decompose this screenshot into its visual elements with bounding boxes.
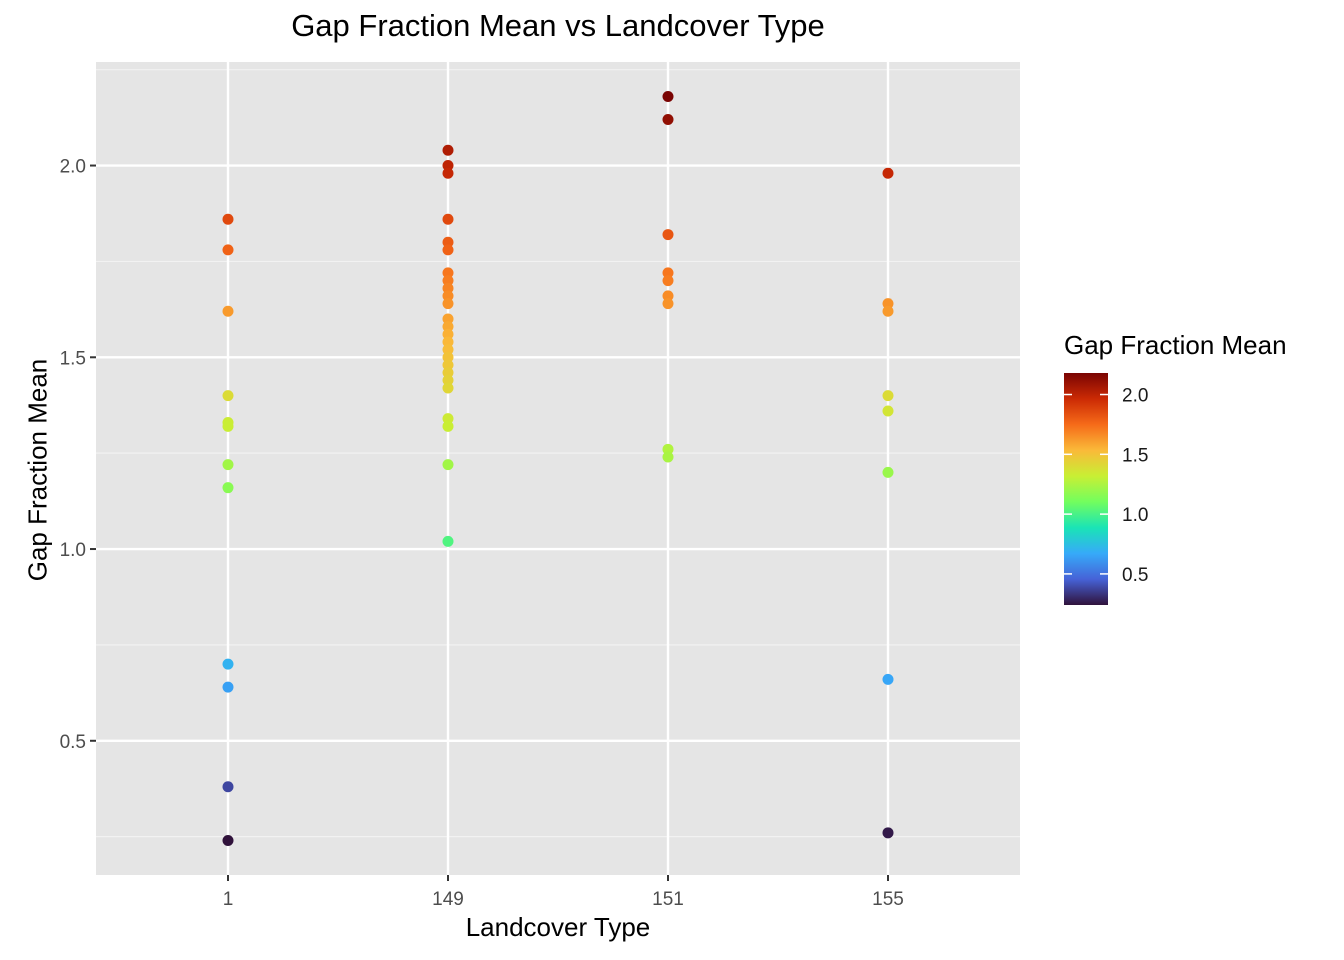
colorbar-tick-label: 0.5 (1122, 565, 1148, 586)
data-point (662, 114, 674, 126)
colorbar-tick-label: 2.0 (1122, 386, 1148, 407)
data-point (442, 313, 454, 325)
colorbar-tick-label: 1.5 (1122, 445, 1148, 466)
y-tick-label: 0.5 (60, 732, 86, 753)
data-point (222, 420, 234, 432)
plot-panel (96, 62, 1020, 875)
chart-title: Gap Fraction Mean vs Landcover Type (291, 8, 825, 43)
data-point (442, 359, 454, 371)
data-point (442, 160, 454, 172)
data-points (222, 91, 894, 846)
y-tick-label: 1.0 (60, 540, 86, 561)
data-point (442, 328, 454, 340)
data-point (222, 244, 234, 256)
data-point (222, 213, 234, 225)
data-point (222, 834, 234, 846)
data-point (882, 827, 894, 839)
x-tick-label: 1 (223, 889, 234, 910)
data-point (882, 673, 894, 685)
x-tick-label: 151 (652, 889, 684, 910)
data-point (442, 535, 454, 547)
colorbar-tick-label: 1.0 (1122, 505, 1148, 526)
data-point (442, 298, 454, 310)
data-point (882, 305, 894, 317)
data-point (442, 459, 454, 471)
data-point (442, 336, 454, 348)
data-point (222, 390, 234, 402)
data-point (222, 681, 234, 693)
data-point (442, 290, 454, 302)
data-point (442, 236, 454, 248)
data-point (442, 213, 454, 225)
data-point (442, 420, 454, 432)
data-point (442, 167, 454, 179)
y-tick-label: 2.0 (60, 157, 86, 178)
x-tick-label: 155 (872, 889, 904, 910)
data-point (662, 290, 674, 302)
data-point (662, 451, 674, 463)
data-point (442, 144, 454, 156)
data-point (882, 405, 894, 417)
data-point (662, 443, 674, 455)
data-point (442, 351, 454, 363)
data-point (882, 298, 894, 310)
x-tick-label: 149 (432, 889, 464, 910)
data-point (442, 267, 454, 279)
data-point (662, 275, 674, 287)
data-point (662, 91, 674, 103)
data-point (442, 244, 454, 256)
data-point (442, 367, 454, 379)
data-point (442, 382, 454, 394)
data-point (222, 305, 234, 317)
x-axis: 1 149 151 155 (223, 875, 904, 910)
data-point (222, 459, 234, 471)
x-axis-label: Landcover Type (465, 912, 651, 942)
data-point (882, 167, 894, 179)
y-tick-label: 1.5 (60, 348, 86, 369)
data-point (442, 321, 454, 333)
colorbar-legend: 0.5 1.0 1.5 2.0 (1064, 373, 1148, 605)
data-point (442, 413, 454, 425)
data-point (442, 275, 454, 287)
minor-gridlines (96, 69, 1020, 838)
data-point (882, 466, 894, 478)
data-point (662, 267, 674, 279)
data-point (662, 229, 674, 241)
data-point (222, 482, 234, 494)
data-point (442, 282, 454, 294)
data-point (662, 298, 674, 310)
y-axis: 0.5 1.0 1.5 2.0 (60, 157, 96, 753)
data-point (222, 658, 234, 670)
data-point (882, 390, 894, 402)
data-point (222, 781, 234, 793)
legend-title: Gap Fraction Mean (1064, 330, 1287, 360)
colorbar (1064, 373, 1108, 605)
data-point (442, 374, 454, 386)
data-point (442, 344, 454, 356)
